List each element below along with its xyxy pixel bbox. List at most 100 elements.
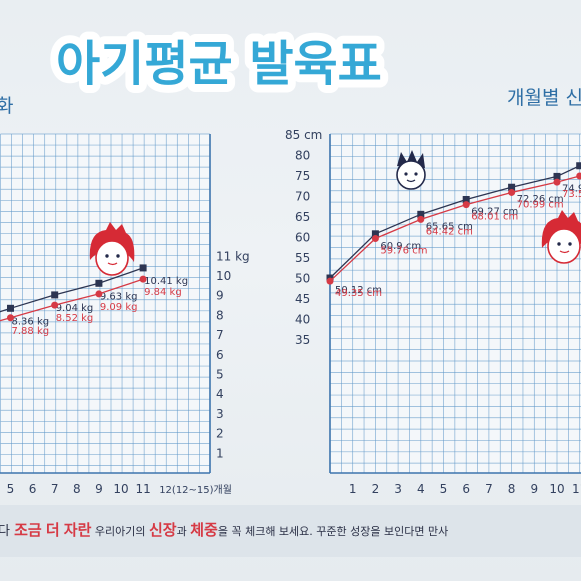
height-y-ticks: 85 cm 80 75 70 65 60 55 50 45 40 35: [285, 128, 322, 347]
height-point-marker: [417, 210, 425, 218]
height-point-marker: [553, 172, 561, 180]
height-point-marker: [462, 201, 470, 209]
height-point-marker: [553, 178, 561, 186]
height-point-marker: [508, 183, 516, 191]
height-point-label: 60.9 cm: [380, 241, 421, 252]
weight-chart-area: [0, 134, 210, 473]
weight-x-tick-label: 5: [7, 482, 15, 496]
weight-x-tick-label: 7: [51, 482, 59, 496]
height-y-tick-label: 45: [295, 292, 310, 306]
height-point-label: 65.65 cm: [426, 221, 473, 232]
height-x-tick-label: 1: [349, 482, 357, 496]
weight-point-label: 9.84 kg: [144, 287, 182, 298]
height-x-ticks: 1 23 4 56 7 89 10 11: [349, 482, 581, 496]
footer-mid-2: 과: [177, 525, 191, 538]
height-point-marker: [576, 162, 581, 170]
height-point-marker: [326, 277, 334, 285]
weight-y-tick-label: 7: [216, 328, 224, 342]
height-y-tick-label: 85 cm: [285, 128, 322, 142]
height-point-label: 74.9: [562, 183, 581, 194]
weight-point-marker: [95, 279, 103, 287]
height-point-marker: [576, 172, 581, 180]
height-point-marker: [417, 215, 425, 223]
height-x-tick-label: 7: [485, 482, 493, 496]
height-point-label: 68.01 cm: [471, 212, 518, 223]
weight-point-marker: [139, 264, 147, 272]
height-x-tick-label: 9: [530, 482, 538, 496]
footer-start: 다: [0, 524, 14, 539]
height-y-tick-label: 75: [295, 169, 310, 183]
height-point-label: 72.26 cm: [517, 194, 564, 205]
height-point-label: 59.76 cm: [380, 245, 427, 256]
boy-character-illustration: [396, 150, 426, 190]
height-point-marker: [462, 195, 470, 203]
weight-point-marker: [139, 275, 147, 283]
weight-x-tick-label: 6: [29, 482, 37, 496]
weight-point-label: 9.63 kg: [100, 291, 138, 302]
weight-series: 8.36 kg 9.04 kg 9.63 kg 10.41 kg 7.88 kg 8.52…: [0, 264, 188, 337]
weight-y-ticks: 11 kg 10 9 8 7 6 5 4 3 2 1: [216, 249, 250, 460]
weight-point-marker: [51, 301, 59, 309]
height-y-tick-label: 35: [295, 333, 310, 347]
height-x-tick-label: 4: [417, 482, 425, 496]
height-x-tick-label: 3: [394, 482, 402, 496]
weight-y-tick-label: 3: [216, 407, 224, 421]
height-y-tick-label: 70: [295, 190, 310, 204]
height-x-tick-label: 6: [462, 482, 470, 496]
height-x-tick-label: 10: [549, 482, 564, 496]
weight-point-marker: [7, 304, 14, 312]
weight-y-tick-label: 4: [216, 387, 224, 401]
weight-y-tick-label: 1: [216, 446, 224, 460]
title-outline: 아기평균 발육표: [56, 36, 382, 92]
weight-chart-grid: [0, 133, 210, 473]
height-x-tick-label: 5: [440, 482, 448, 496]
weight-point-marker: [95, 290, 103, 298]
footer-word-weight: 체중: [190, 521, 218, 539]
weight-point-label: 9.04 kg: [56, 303, 94, 314]
height-chart-grid: [329, 133, 581, 473]
footer-band: [0, 505, 581, 557]
weight-point-label: 10.41 kg: [144, 276, 188, 287]
height-x-tick-label: 11: [572, 482, 581, 496]
height-y-tick-label: 80: [295, 149, 310, 163]
weight-point-label: 9.09 kg: [100, 302, 138, 313]
height-point-label: 64.42 cm: [426, 226, 473, 237]
height-point-label: 49.35 cm: [335, 288, 382, 299]
weight-x-tick-label: 9: [95, 482, 103, 496]
weight-y-tick-label: 5: [216, 368, 224, 382]
height-y-tick-label: 65: [295, 210, 310, 224]
height-point-marker: [508, 188, 516, 196]
weight-y-tick-label: 10: [216, 269, 231, 283]
title-group: 아기평균 발육표 아기평균 발육표: [48, 28, 390, 100]
page-title: 아기평균 발육표: [56, 36, 382, 92]
weight-y-tick-label: 8: [216, 308, 224, 322]
weight-y-tick-label: 11 kg: [216, 249, 250, 263]
footer-word-1: 조금: [14, 521, 42, 539]
height-y-tick-label: 40: [295, 313, 310, 327]
right-chart-heading: 개월별 신: [507, 87, 581, 109]
height-point-label: 50.12 cm: [335, 285, 382, 296]
weight-x-tick-label: 11: [135, 482, 150, 496]
height-y-tick-label: 55: [295, 251, 310, 265]
weight-point-label: 8.36 kg: [12, 316, 50, 327]
footer-word-3: 자란: [64, 521, 92, 539]
girl-character-illustration: [89, 222, 135, 276]
weight-point-label: 8.52 kg: [56, 313, 94, 324]
weight-y-tick-label: 9: [216, 289, 224, 303]
footer-mid-1: 우리아기의: [91, 525, 149, 538]
height-y-tick-label: 50: [295, 272, 310, 286]
weight-point-marker: [7, 314, 14, 322]
footer-end: 을 꼭 체크해 보세요. 꾸준한 성장을 보인다면 만사: [218, 524, 448, 538]
weight-y-tick-label: 2: [216, 427, 224, 441]
height-point-label: 70.99 cm: [517, 199, 564, 210]
weight-point-label: 7.88 kg: [12, 326, 50, 337]
height-point-label: 73.5: [562, 189, 581, 200]
height-x-tick-label: 2: [372, 482, 380, 496]
footer-message: 다 조금 더 자란 우리아기의 신장과 체중을 꼭 체크해 보세요. 꾸준한 성…: [0, 521, 448, 539]
left-chart-heading: 화: [0, 95, 13, 117]
height-y-tick-label: 60: [295, 231, 310, 245]
weight-point-marker: [51, 291, 59, 299]
